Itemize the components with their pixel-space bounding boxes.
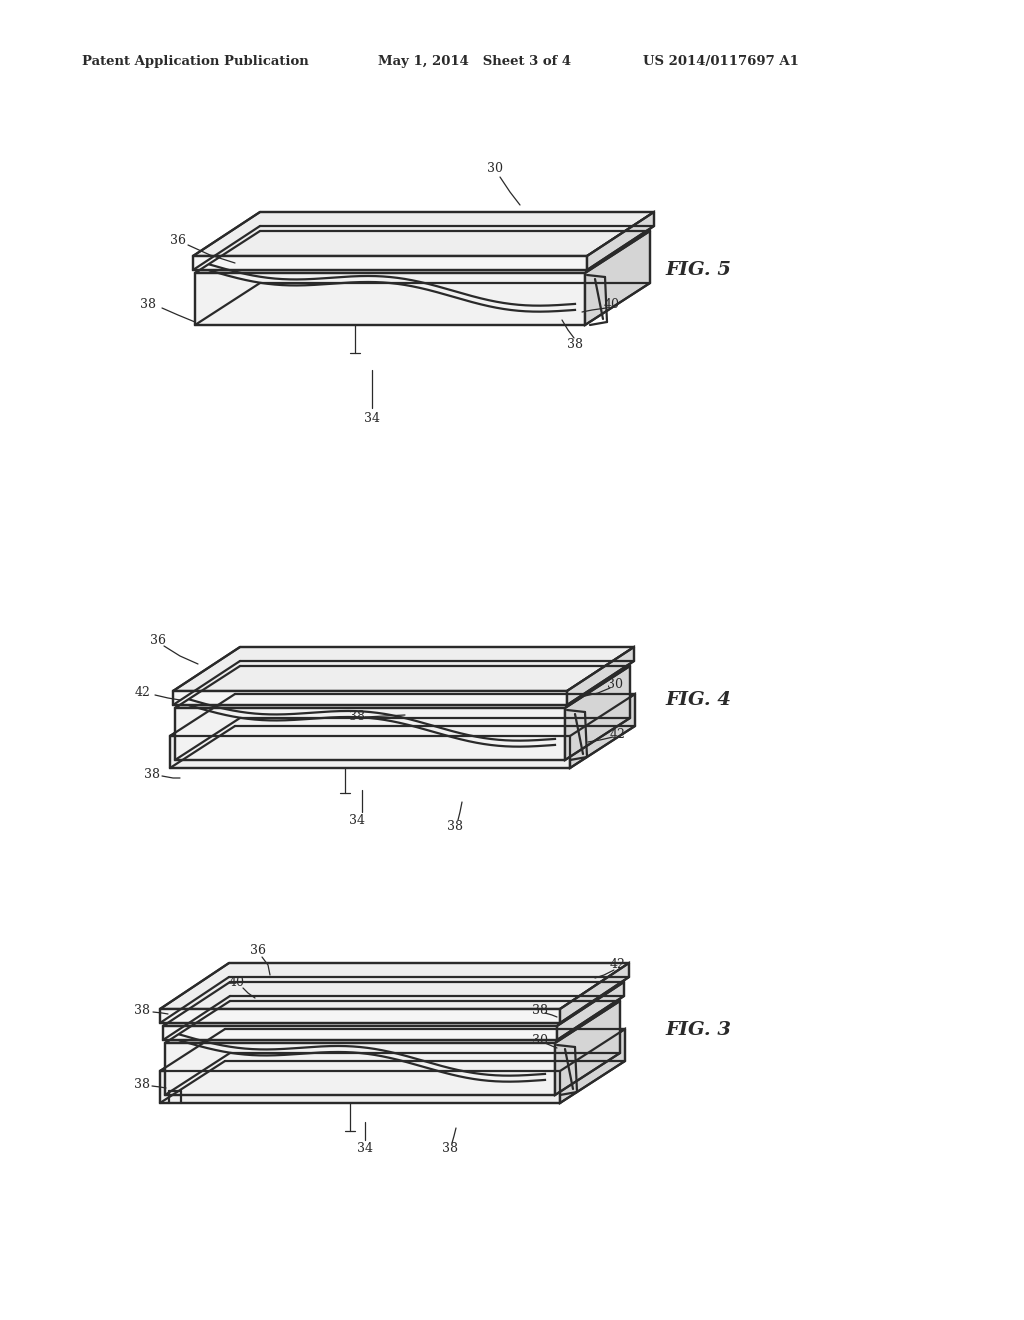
Text: 38: 38: [567, 338, 583, 351]
Text: FIG. 5: FIG. 5: [665, 261, 731, 279]
Polygon shape: [160, 964, 629, 1008]
Text: 38: 38: [144, 767, 160, 780]
Polygon shape: [160, 1030, 625, 1071]
Polygon shape: [560, 964, 629, 1023]
Text: FIG. 3: FIG. 3: [665, 1020, 731, 1039]
Polygon shape: [160, 1071, 560, 1104]
Polygon shape: [195, 231, 650, 273]
Text: 34: 34: [349, 813, 365, 826]
Text: 38: 38: [134, 1078, 150, 1092]
Polygon shape: [165, 1001, 620, 1043]
Text: 34: 34: [357, 1142, 373, 1155]
Polygon shape: [570, 694, 635, 768]
Text: 34: 34: [364, 412, 380, 425]
Text: 36: 36: [150, 634, 166, 647]
Polygon shape: [163, 982, 624, 1026]
Text: 40: 40: [229, 977, 245, 990]
Text: 36: 36: [170, 234, 186, 247]
Text: 40: 40: [604, 298, 620, 312]
Polygon shape: [555, 1001, 620, 1096]
Polygon shape: [170, 694, 635, 737]
Text: US 2014/0117697 A1: US 2014/0117697 A1: [643, 55, 799, 69]
Text: 42: 42: [610, 729, 626, 742]
Text: May 1, 2014   Sheet 3 of 4: May 1, 2014 Sheet 3 of 4: [378, 55, 571, 69]
Polygon shape: [567, 647, 634, 705]
Polygon shape: [173, 690, 567, 705]
Text: 38: 38: [442, 1142, 458, 1155]
Polygon shape: [165, 1043, 555, 1096]
Text: 30: 30: [607, 678, 623, 692]
Polygon shape: [195, 273, 585, 325]
Polygon shape: [587, 213, 654, 271]
Polygon shape: [175, 667, 630, 708]
Text: 38: 38: [134, 1003, 150, 1016]
Polygon shape: [193, 256, 587, 271]
Text: 42: 42: [610, 958, 626, 972]
Text: 38: 38: [447, 820, 463, 833]
Text: FIG. 4: FIG. 4: [665, 690, 731, 709]
Text: 42: 42: [135, 686, 151, 700]
Polygon shape: [560, 1030, 625, 1104]
Text: 30: 30: [532, 1034, 548, 1047]
Text: 36: 36: [250, 944, 266, 957]
Polygon shape: [557, 982, 624, 1040]
Text: 30: 30: [487, 161, 503, 174]
Polygon shape: [163, 1026, 557, 1040]
Polygon shape: [193, 213, 654, 256]
Polygon shape: [585, 231, 650, 325]
Text: 38: 38: [349, 710, 365, 723]
Polygon shape: [175, 708, 565, 760]
Text: 38: 38: [140, 298, 156, 312]
Polygon shape: [160, 1008, 560, 1023]
Text: Patent Application Publication: Patent Application Publication: [82, 55, 309, 69]
Polygon shape: [565, 667, 630, 760]
Polygon shape: [170, 737, 570, 768]
Polygon shape: [173, 647, 634, 690]
Text: 38: 38: [532, 1003, 548, 1016]
